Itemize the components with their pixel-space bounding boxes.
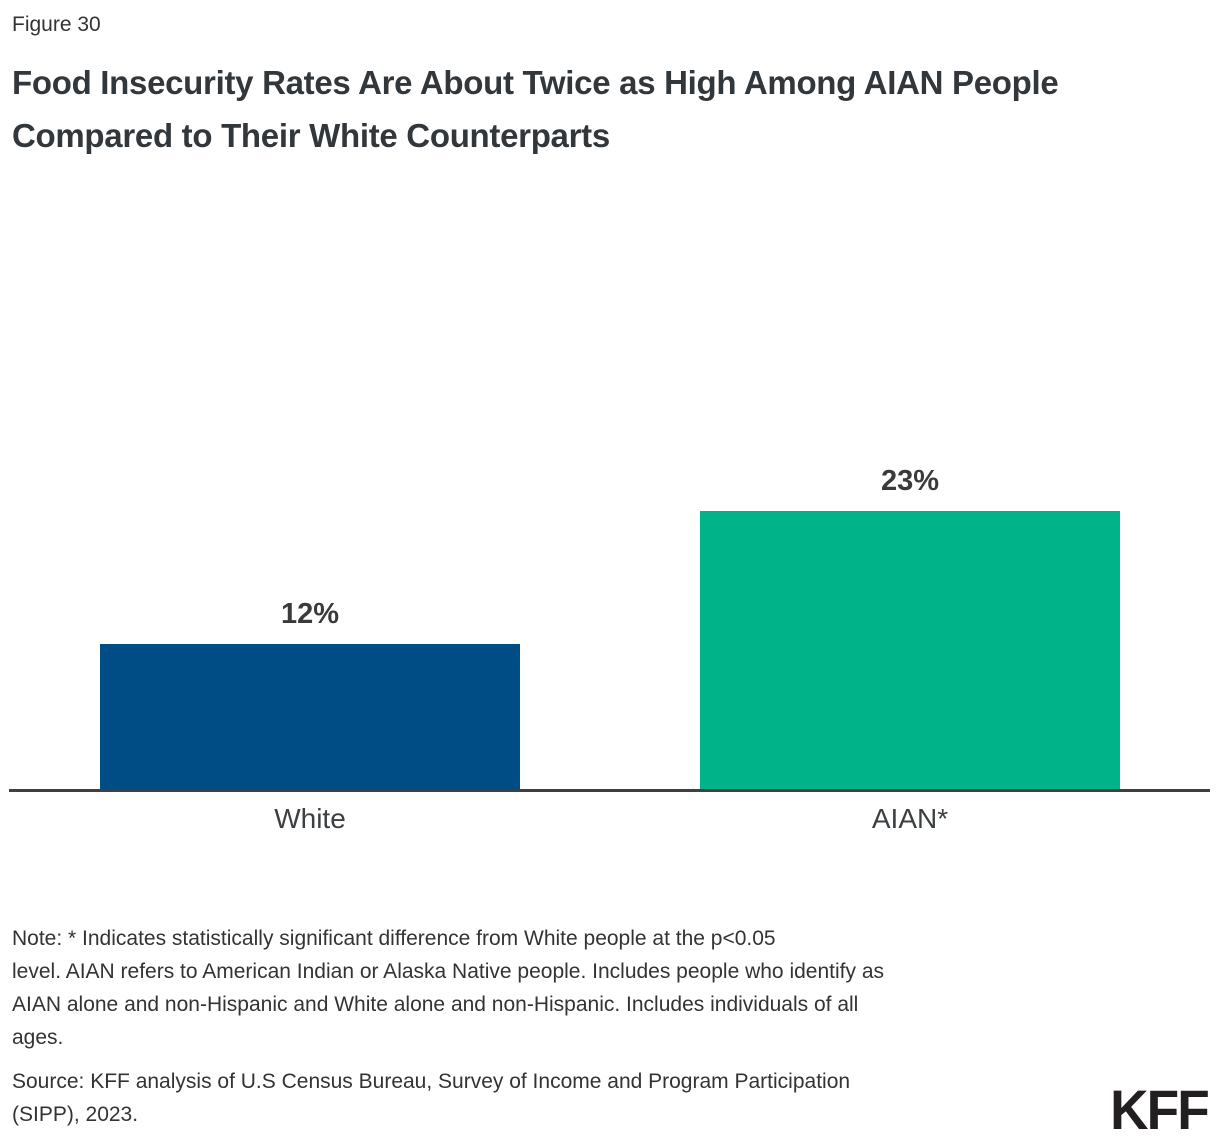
note-line: Note: * Indicates statistically signific… — [12, 927, 776, 950]
value-label-aian: 23% — [880, 465, 940, 497]
figure-number-label: Figure 30 — [12, 13, 101, 36]
note-line: level. AIAN refers to American Indian or… — [12, 960, 884, 983]
bar-aian — [700, 511, 1120, 789]
note-line: ages. — [12, 1026, 64, 1049]
note-text: Note: * Indicates statistically signific… — [12, 922, 1122, 1054]
bar-white — [100, 644, 520, 789]
value-label-white: 12% — [280, 598, 340, 630]
category-label-white: White — [274, 803, 346, 834]
bar-group-white: 12% — [100, 598, 520, 789]
x-axis-line — [9, 789, 1210, 792]
source-text: Source: KFF analysis of U.S Census Burea… — [12, 1065, 1057, 1131]
chart-title: Food Insecurity Rates Are About Twice as… — [12, 64, 1059, 154]
source-line: Source: KFF analysis of U.S Census Burea… — [12, 1070, 851, 1093]
kff-logo: KFF — [1110, 1078, 1210, 1141]
source-line: (SIPP), 2023. — [12, 1103, 139, 1126]
category-label-aian: AIAN* — [871, 803, 949, 834]
note-line: AIAN alone and non-Hispanic and White al… — [12, 993, 859, 1016]
bar-group-aian: 23% — [700, 465, 1120, 789]
